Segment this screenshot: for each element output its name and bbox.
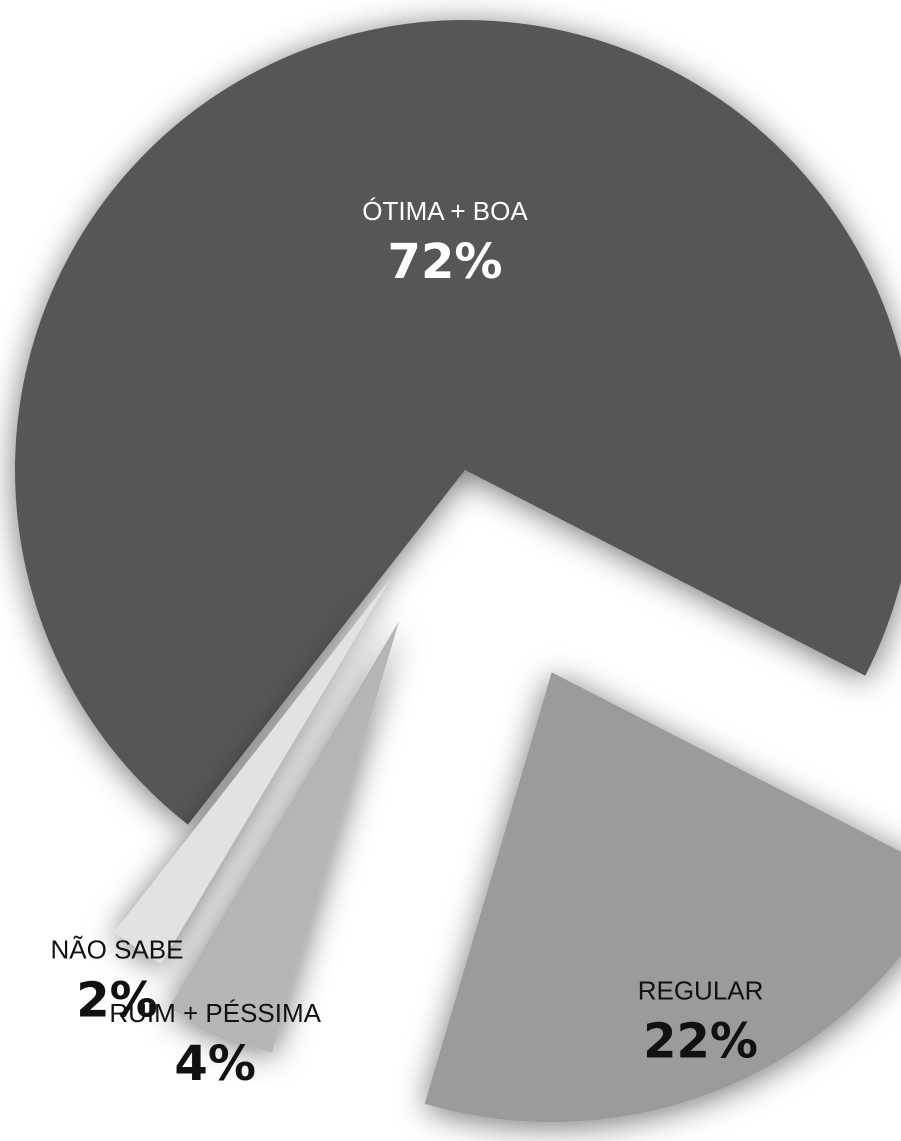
slice-label-2: RUIM + PÉSSIMA: [109, 998, 321, 1028]
slice-label-0: ÓTIMA + BOA: [362, 196, 528, 226]
slice-label-1: REGULAR: [638, 976, 764, 1006]
labels-layer: ÓTIMA + BOA 72% REGULAR 22% RUIM + PÉSSIMA 4%…: [51, 196, 764, 1092]
slice-value-1: 22%: [643, 1014, 758, 1070]
pie-slice-2: [168, 621, 399, 1053]
pie-slice-1: [424, 672, 901, 1123]
slice-value-3: 2%: [76, 972, 158, 1028]
slice-label-3: NÃO SABE: [51, 934, 184, 964]
slice-value-0: 72%: [388, 234, 503, 290]
pie-slice-3: [114, 577, 392, 964]
pie-slice-0: [15, 20, 901, 825]
slices-layer: [15, 20, 901, 1123]
slice-value-2: 4%: [174, 1036, 256, 1092]
